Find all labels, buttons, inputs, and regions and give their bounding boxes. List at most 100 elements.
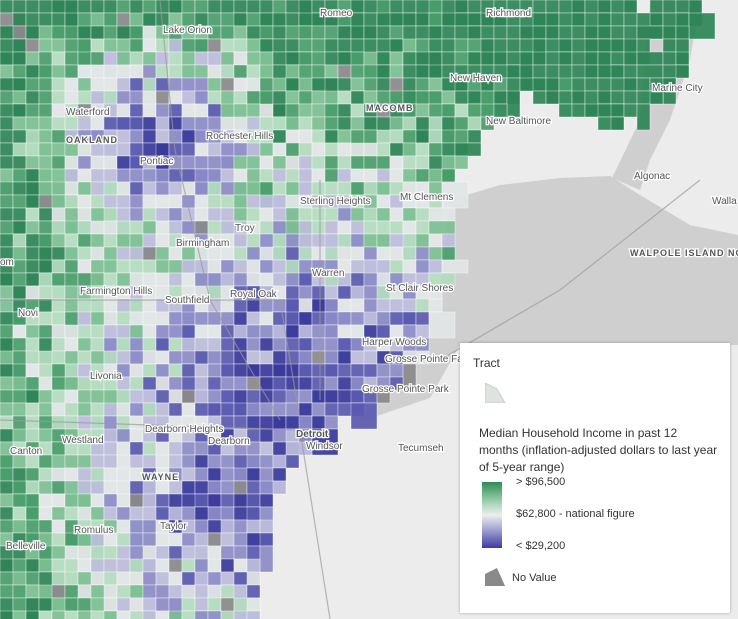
tract[interactable] [90, 454, 105, 469]
tract[interactable] [506, 90, 521, 118]
tract[interactable] [38, 12, 53, 27]
tract[interactable] [0, 389, 14, 404]
tract[interactable] [142, 571, 157, 586]
tract[interactable] [662, 38, 677, 53]
tract[interactable] [38, 298, 53, 313]
tract[interactable] [441, 51, 456, 66]
tract[interactable] [337, 363, 352, 378]
tract[interactable] [116, 233, 131, 248]
tract[interactable] [0, 558, 14, 573]
tract[interactable] [103, 246, 118, 261]
tract[interactable] [103, 207, 118, 222]
tract[interactable] [103, 506, 118, 521]
tract[interactable] [129, 337, 144, 352]
tract[interactable] [220, 402, 235, 417]
tract[interactable] [259, 337, 274, 352]
tract[interactable] [194, 376, 209, 391]
tract[interactable] [337, 168, 352, 183]
tract[interactable] [103, 402, 118, 417]
tract[interactable] [623, 77, 638, 92]
tract[interactable] [103, 12, 118, 27]
tract[interactable] [142, 0, 157, 14]
tract[interactable] [12, 64, 27, 79]
tract[interactable] [77, 311, 92, 326]
tract[interactable] [38, 597, 53, 612]
tract[interactable] [337, 207, 352, 222]
tract[interactable] [103, 558, 118, 573]
tract[interactable] [181, 51, 196, 66]
tract[interactable] [610, 51, 625, 66]
tract[interactable] [272, 77, 287, 92]
tract[interactable] [363, 142, 378, 157]
tract[interactable] [194, 90, 209, 105]
tract[interactable] [129, 597, 144, 612]
tract[interactable] [259, 298, 274, 313]
tract[interactable] [181, 311, 196, 326]
tract[interactable] [25, 207, 40, 222]
tract[interactable] [0, 155, 14, 170]
tract[interactable] [675, 51, 690, 66]
tract[interactable] [90, 246, 105, 261]
tract[interactable] [597, 25, 612, 40]
tract[interactable] [610, 64, 625, 79]
tract[interactable] [155, 38, 170, 53]
tract[interactable] [142, 532, 157, 547]
tract[interactable] [90, 272, 105, 287]
tract[interactable] [155, 480, 170, 495]
tract[interactable] [207, 207, 222, 222]
tract[interactable] [0, 480, 14, 495]
tract[interactable] [246, 0, 261, 14]
tract[interactable] [12, 519, 27, 534]
tract[interactable] [155, 584, 170, 599]
tract[interactable] [142, 298, 157, 313]
tract[interactable] [38, 311, 53, 326]
tract[interactable] [272, 116, 287, 131]
tract[interactable] [64, 168, 79, 183]
tract[interactable] [38, 64, 53, 79]
tract[interactable] [38, 467, 53, 482]
tract[interactable] [142, 441, 157, 456]
tract[interactable] [77, 558, 92, 573]
tract[interactable] [207, 0, 222, 14]
tract[interactable] [233, 558, 248, 573]
tract[interactable] [51, 77, 66, 92]
tract[interactable] [285, 116, 300, 131]
tract[interactable] [168, 532, 183, 547]
tract[interactable] [168, 77, 183, 92]
tract[interactable] [493, 25, 508, 40]
tract[interactable] [233, 545, 248, 560]
tract[interactable] [142, 168, 157, 183]
tract[interactable] [103, 584, 118, 599]
tract[interactable] [246, 194, 261, 209]
tract[interactable] [142, 220, 157, 235]
tract[interactable] [337, 311, 352, 326]
tract[interactable] [233, 25, 248, 40]
tract[interactable] [116, 428, 131, 443]
tract[interactable] [207, 402, 222, 417]
tract[interactable] [220, 545, 235, 560]
tract[interactable] [376, 155, 391, 170]
tract[interactable] [142, 246, 157, 261]
tract[interactable] [77, 51, 92, 66]
tract[interactable] [168, 558, 183, 573]
tract[interactable] [246, 467, 261, 482]
tract[interactable] [454, 0, 469, 14]
tract[interactable] [51, 233, 66, 248]
tract[interactable] [142, 116, 157, 131]
tract[interactable] [220, 77, 235, 92]
tract[interactable] [25, 350, 40, 365]
tract[interactable] [298, 272, 313, 287]
tract[interactable] [428, 207, 456, 222]
tract[interactable] [168, 38, 183, 53]
tract[interactable] [246, 116, 261, 131]
tract[interactable] [402, 155, 417, 170]
tract[interactable] [51, 259, 66, 274]
tract[interactable] [64, 337, 79, 352]
tract[interactable] [38, 116, 53, 131]
tract[interactable] [77, 337, 92, 352]
tract[interactable] [181, 389, 196, 404]
tract[interactable] [116, 259, 131, 274]
tract[interactable] [38, 38, 53, 53]
tract[interactable] [324, 298, 339, 313]
tract[interactable] [77, 597, 92, 612]
